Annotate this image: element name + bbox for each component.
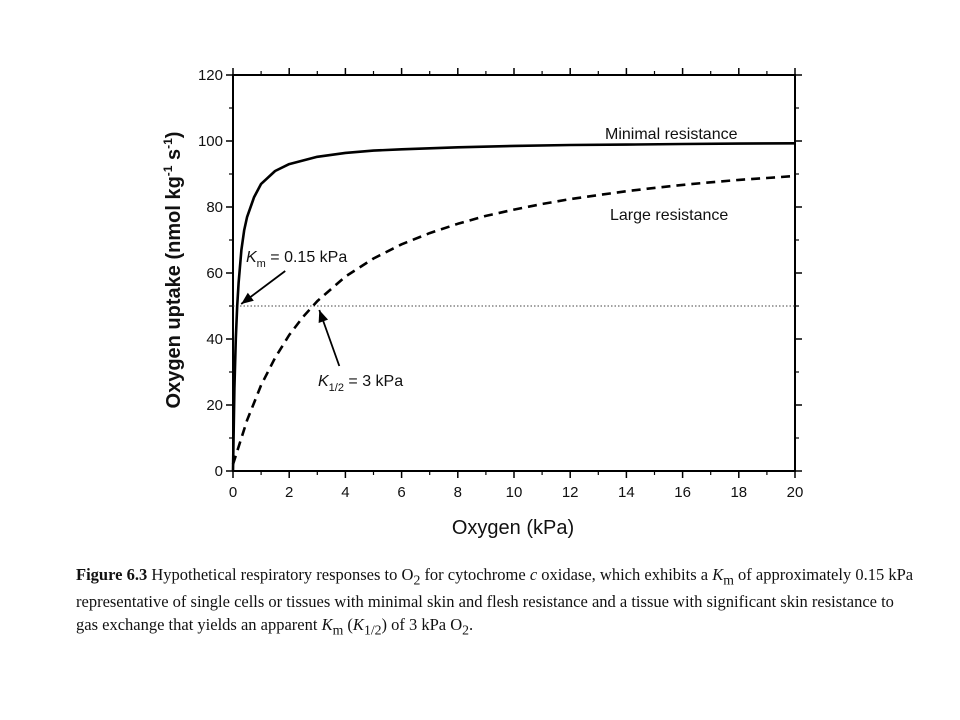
axis-tick-labels: 0 2 4 6 8 10 12 14 16 18 20 0 20 40 60 80 100 120 (198, 67, 803, 501)
axis-ticks (226, 68, 802, 478)
x-tick-label: 16 (674, 484, 691, 501)
y-tick-label: 20 (206, 397, 223, 414)
caption-sub: 2 (462, 622, 470, 638)
x-tick-label: 2 (285, 484, 293, 501)
caption-sub: 2 (413, 572, 421, 588)
caption-sub: 1/2 (363, 622, 382, 638)
x-tick-label: 6 (397, 484, 405, 501)
caption-text: . (469, 615, 474, 635)
x-tick-label: 8 (454, 484, 462, 501)
y-tick-label: 60 (206, 265, 223, 282)
series-label-minimal: Minimal resistance (605, 126, 738, 143)
x-tick-label: 0 (229, 484, 237, 501)
series-line-large (231, 174, 796, 465)
y-tick-label: 0 (215, 463, 223, 480)
x-axis-title: Oxygen (kPa) (452, 517, 574, 539)
y-tick-label: 40 (206, 331, 223, 348)
km-annotation: Km = 0.15 kPa (246, 249, 347, 270)
caption-italic: K (712, 565, 724, 584)
caption-italic: K (321, 615, 333, 635)
km-annotation-main: K (246, 249, 258, 266)
km-arrow-head (241, 292, 254, 304)
y-axis-title-end: ) (163, 132, 185, 139)
khalf-annotation-sub: 1/2 (329, 382, 344, 394)
y-tick-label: 100 (198, 133, 223, 150)
x-tick-label: 20 (787, 484, 804, 501)
y-axis-title-main: Oxygen uptake (nmol kg (163, 176, 185, 408)
series-line-minimal (231, 142, 796, 472)
km-annotation-sub: m (257, 258, 266, 270)
chart: 0 2 4 6 8 10 12 14 16 18 20 0 20 40 60 80 100 120 Km = 0.… (161, 67, 803, 539)
x-tick-label: 12 (562, 484, 579, 501)
km-annotation-rest: = 0.15 kPa (266, 249, 347, 266)
caption-text: oxidase, which exhibits a (537, 565, 713, 584)
caption-italic: c (529, 565, 538, 584)
caption-text: ) of 3 kPa O (381, 615, 463, 635)
y-tick-label: 120 (198, 67, 223, 84)
x-tick-label: 18 (730, 484, 747, 501)
caption-text: of approximately 0.15 kPa representative… (76, 565, 914, 635)
caption-sub: m (332, 622, 344, 638)
x-tick-label: 14 (618, 484, 635, 501)
annotation-layer: Km = 0.15 kPa K1/2 = 3 kPa Minimal resis… (240, 126, 738, 394)
series-label-large: Large resistance (610, 207, 728, 224)
figure-caption: Figure 6.3 Hypothetical respiratory resp… (76, 563, 916, 640)
y-axis-title-sup2: -1 (161, 138, 175, 149)
caption-text: for cytochrome (420, 565, 530, 584)
figure-label: Figure 6.3 (76, 565, 148, 584)
caption-italic: K (352, 615, 364, 635)
y-axis-title: Oxygen uptake (nmol kg-1 s-1) (161, 132, 185, 409)
caption-sub: m (723, 572, 734, 588)
caption-text: Hypothetical respiratory responses to O (147, 565, 414, 584)
khalf-arrow-head (318, 310, 329, 323)
khalf-annotation: K1/2 = 3 kPa (318, 373, 403, 394)
khalf-annotation-rest: = 3 kPa (344, 373, 403, 390)
y-tick-label: 80 (206, 199, 223, 216)
y-axis-title-mid: s (163, 149, 185, 166)
x-tick-label: 10 (506, 484, 523, 501)
khalf-annotation-main: K (318, 373, 330, 390)
caption-text: ( (343, 615, 353, 635)
y-axis-title-sup1: -1 (161, 165, 175, 176)
x-tick-label: 4 (341, 484, 349, 501)
series-layer (231, 142, 796, 472)
